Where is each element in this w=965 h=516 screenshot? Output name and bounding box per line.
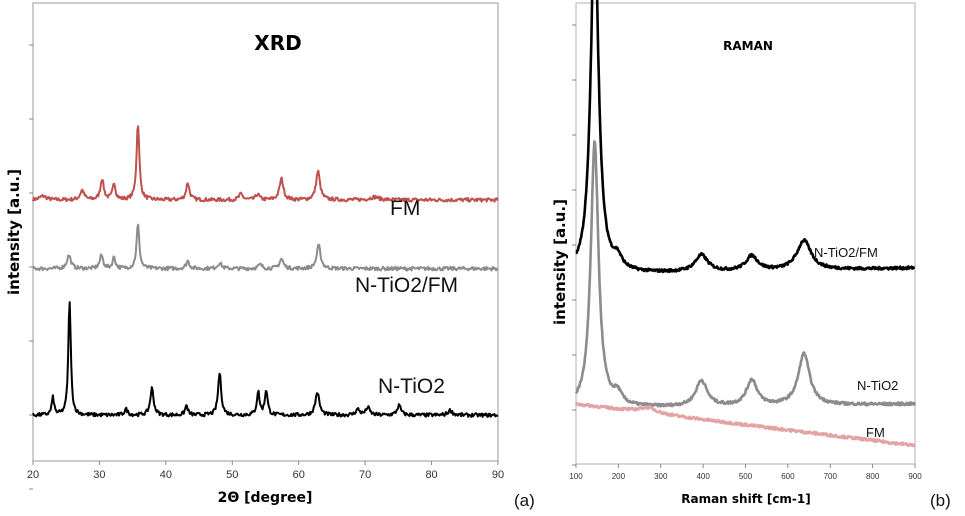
raman-series-label-ntio2: N-TiO2 <box>857 378 898 393</box>
raman-x-tick-label: 200 <box>612 472 626 481</box>
raman-series-label-fm: FM <box>866 425 885 440</box>
xrd-xlabel: 2Θ [degree] <box>218 490 313 506</box>
xrd-x-tick-label: 50 <box>226 469 238 481</box>
panel-tag-a: (a) <box>514 491 535 510</box>
xrd-x-tick-label: 90 <box>492 469 504 481</box>
xrd-ylabel: intensity [a.u.] <box>5 169 23 295</box>
raman-y-ticks <box>572 24 576 466</box>
xrd-series-line <box>32 125 499 203</box>
raman-x-tick-label: 500 <box>739 472 753 481</box>
raman-x-tick-label: 400 <box>696 472 710 481</box>
xrd-x-tick-label: 40 <box>160 469 172 481</box>
raman-x-tick-label: 900 <box>908 472 922 481</box>
xrd-series-line <box>32 223 498 272</box>
xrd-series-group <box>32 125 499 418</box>
xrd-x-tick-label: 60 <box>293 469 305 481</box>
raman-title: RAMAN <box>723 39 773 53</box>
raman-series-label-ntio2-fm: N-TiO2/FM <box>814 245 878 260</box>
raman-series-line <box>575 0 916 274</box>
raman-x-tick-label: 700 <box>824 472 838 481</box>
xrd-series-line <box>32 301 499 418</box>
xrd-x-ticks: 20 30 40 50 60 70 80 90 <box>27 461 504 481</box>
raman-x-tick-label: 100 <box>569 472 583 481</box>
raman-xlabel: Raman shift [cm-1] <box>681 492 811 506</box>
raman-ylabel: intensity [a.u.] <box>551 199 569 325</box>
xrd-x-tick-label: 30 <box>93 469 105 481</box>
xrd-x-tick-label: 80 <box>425 469 437 481</box>
raman-series-line <box>574 401 917 448</box>
xrd-panel: XRD intensity [a.u.] 2Θ [degree] 20 30 40 5… <box>5 2 504 506</box>
xrd-x-tick-label: 20 <box>27 469 39 481</box>
raman-x-tick-label: 600 <box>781 472 795 481</box>
xrd-series-label-ntio2-fm: N-TiO2/FM <box>355 274 458 297</box>
raman-series-group <box>574 0 917 448</box>
xrd-series-label-fm: FM <box>390 197 420 220</box>
xrd-x-tick-label: 70 <box>359 469 371 481</box>
xrd-title: XRD <box>254 31 301 55</box>
raman-x-tick-label: 800 <box>866 472 880 481</box>
raman-panel: RAMAN intensity [a.u.] Raman shift [cm-1… <box>551 0 922 506</box>
raman-x-tick-label: 300 <box>654 472 668 481</box>
xrd-series-label-ntio2: N-TiO2 <box>378 375 445 398</box>
raman-x-ticks: 100 200 300 400 500 600 700 800 900 <box>569 464 922 481</box>
panel-tag-b: (b) <box>930 491 951 510</box>
raman-series-line <box>574 140 917 408</box>
xrd-plot-frame <box>32 2 499 462</box>
